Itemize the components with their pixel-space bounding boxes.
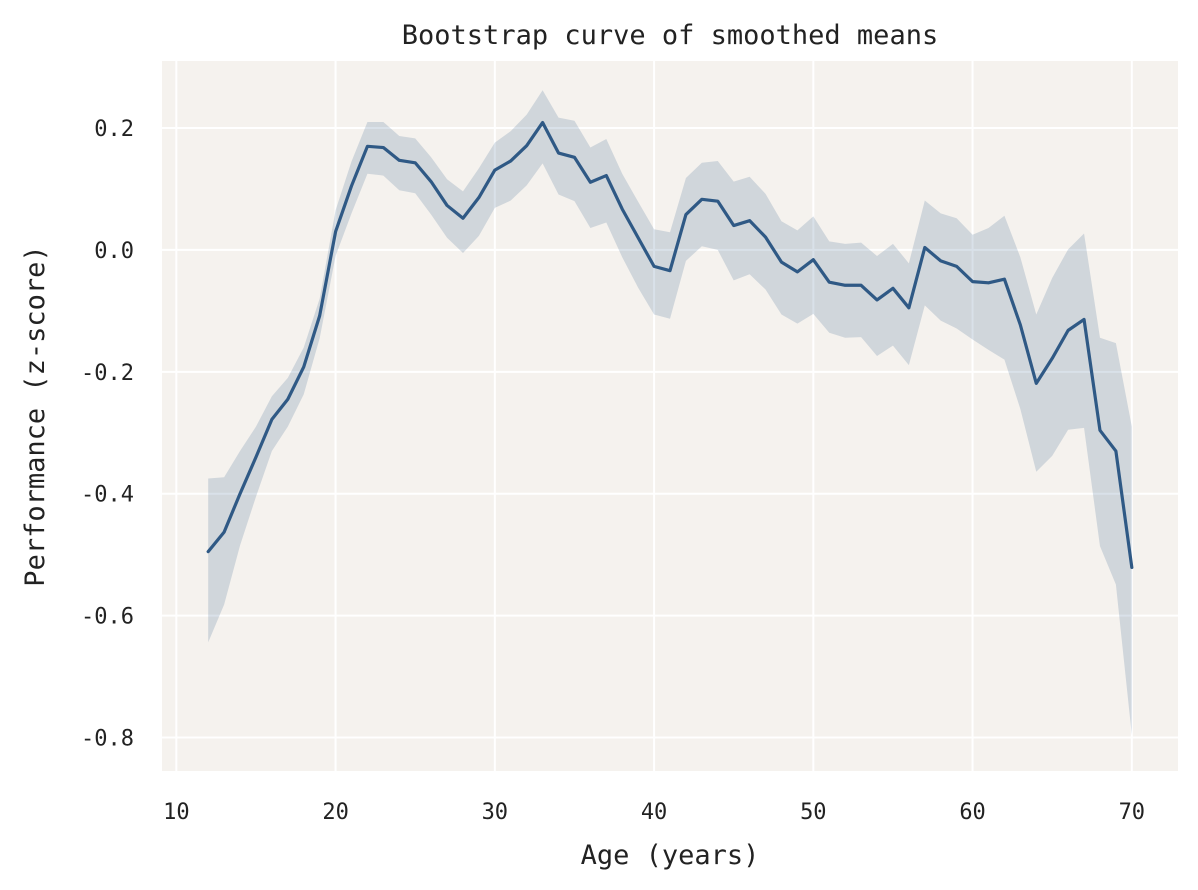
y-tick-label: -0.6 — [81, 605, 134, 630]
x-tick-label: 40 — [641, 800, 668, 825]
x-tick-label: 70 — [1119, 800, 1146, 825]
y-axis-ticks: 0.2 0.0 -0.2 -0.4 -0.6 -0.8 — [81, 117, 134, 751]
x-tick-label: 10 — [163, 800, 190, 825]
y-tick-label: -0.4 — [81, 483, 134, 508]
x-tick-label: 30 — [482, 800, 509, 825]
x-tick-label: 20 — [322, 800, 349, 825]
x-axis-label: Age (years) — [581, 840, 760, 871]
chart-title: Bootstrap curve of smoothed means — [402, 20, 938, 51]
plot-background — [162, 61, 1178, 771]
y-tick-label: -0.8 — [81, 726, 134, 751]
y-axis-label: Performance (z-score) — [20, 245, 51, 586]
mean-line — [206, 120, 1134, 570]
x-tick-label: 50 — [800, 800, 827, 825]
y-tick-label: 0.0 — [94, 239, 134, 264]
x-axis-ticks: 10 20 30 40 50 60 70 — [163, 800, 1145, 825]
x-tick-label: 60 — [959, 800, 986, 825]
y-tick-label: 0.2 — [94, 117, 134, 142]
y-tick-label: -0.2 — [81, 361, 134, 386]
